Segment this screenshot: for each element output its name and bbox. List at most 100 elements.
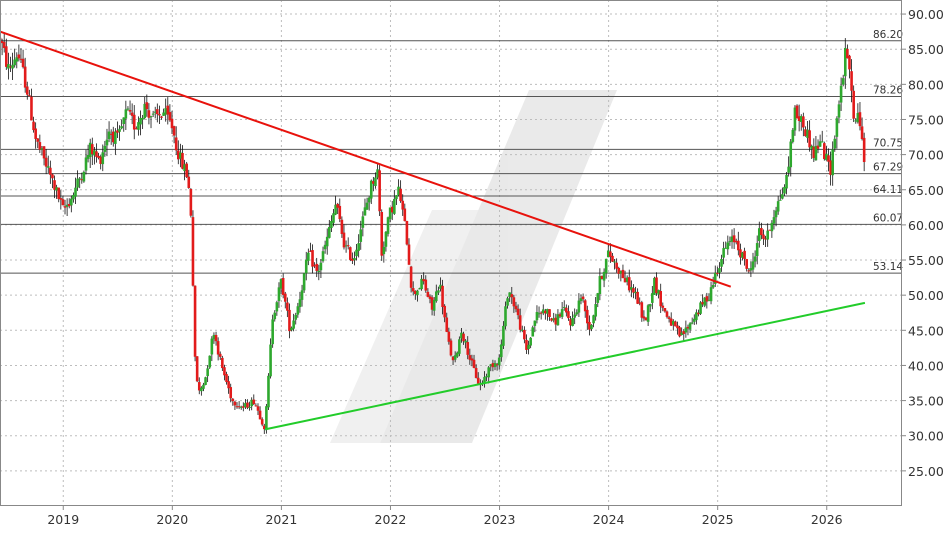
candle-body	[527, 344, 530, 350]
candle-body	[166, 105, 170, 115]
candle-body	[573, 314, 577, 318]
candle-body	[785, 174, 788, 189]
x-tick-label: 2019	[47, 512, 79, 527]
candle-body	[829, 160, 832, 175]
candle-body	[80, 179, 84, 181]
candle-body	[407, 244, 411, 265]
candle-body	[288, 309, 291, 332]
candle-body	[15, 57, 19, 62]
candle-body	[699, 302, 702, 314]
candle-body	[107, 131, 111, 140]
candle-body	[550, 318, 553, 321]
candle-body	[302, 273, 306, 291]
candle-body	[514, 305, 518, 310]
candle-body	[359, 229, 363, 242]
candle-body	[533, 320, 537, 326]
candle-body	[806, 129, 809, 138]
candle-body	[176, 150, 180, 160]
candle-body	[697, 312, 700, 315]
candle-body	[663, 308, 667, 312]
candle-body	[560, 309, 564, 317]
candle-body	[286, 302, 289, 311]
candle-body	[143, 103, 147, 119]
candle-body	[789, 141, 793, 168]
candle-body	[833, 138, 837, 149]
candle-body	[256, 406, 260, 411]
level-label: 67.29	[873, 162, 903, 174]
candle-body	[609, 251, 612, 257]
candle-body	[88, 142, 92, 157]
candle-body	[749, 268, 753, 271]
x-tick-label: 2021	[265, 512, 297, 527]
candle-body	[164, 108, 168, 115]
candle-body	[231, 398, 235, 402]
trendline	[0, 30, 732, 288]
candle-body	[804, 129, 807, 137]
candle-body	[483, 376, 486, 383]
candle-body	[348, 247, 352, 260]
candle-body	[831, 149, 834, 176]
candle-body	[531, 327, 535, 337]
x-tick-label: 2022	[375, 512, 407, 527]
candle-body	[810, 145, 814, 150]
y-tick-label: 65.00	[908, 183, 944, 198]
candle-body	[718, 268, 721, 273]
candle-body	[193, 285, 197, 357]
candle-body	[768, 229, 772, 231]
candle-body	[42, 146, 46, 159]
candle-body	[315, 263, 319, 271]
x-axis: 2019 2020 2021 2022 2023 2024 2025 2026	[47, 506, 843, 527]
candle-body	[512, 297, 516, 307]
level-label: 86.20	[873, 29, 903, 41]
candle-body	[676, 325, 679, 329]
candle-body	[307, 252, 310, 261]
candle-body	[814, 146, 818, 161]
candle-body	[4, 46, 8, 67]
candle-body	[409, 266, 413, 288]
candle-body	[147, 110, 151, 118]
candle-body	[380, 211, 384, 256]
candle-body	[837, 104, 841, 118]
candle-body	[577, 300, 581, 313]
horizontal-levels: 86.20 78.26 70.75 67.29 64.11 60.07 53.14	[0, 29, 903, 274]
candle-body	[290, 327, 293, 331]
candle-body	[2, 41, 6, 49]
candle-body	[40, 148, 44, 150]
candle-body	[283, 293, 287, 302]
candle-body	[657, 289, 660, 295]
candle-body	[737, 240, 740, 251]
candle-body	[755, 243, 759, 257]
candle-body	[659, 291, 663, 307]
candle-body	[206, 368, 209, 377]
candle-body	[451, 356, 455, 361]
candle-body	[162, 112, 165, 116]
candle-body	[34, 128, 37, 139]
candle-body	[812, 146, 816, 159]
candle-body	[170, 118, 174, 129]
candle-body	[585, 309, 589, 324]
candle-body	[19, 58, 23, 60]
candle-body	[611, 255, 614, 262]
candle-body	[726, 242, 730, 250]
candle-body	[703, 297, 707, 306]
candle-body	[183, 164, 186, 172]
candle-body	[449, 340, 453, 356]
candle-body	[590, 324, 593, 330]
candle-body	[90, 144, 94, 155]
candle-body	[592, 315, 595, 324]
candle-body	[642, 316, 646, 319]
x-tick-label: 2026	[811, 512, 843, 527]
candle-body	[795, 105, 799, 119]
candle-body	[825, 153, 828, 161]
level-label: 78.26	[873, 85, 903, 97]
candle-body	[476, 377, 480, 384]
candle-body	[239, 406, 243, 408]
candle-body	[399, 188, 402, 202]
candle-body	[418, 288, 421, 290]
level-label: 60.07	[873, 212, 903, 224]
candle-body	[835, 118, 839, 137]
candle-body	[757, 228, 761, 242]
candle-body	[441, 285, 444, 307]
candle-body	[640, 302, 644, 318]
